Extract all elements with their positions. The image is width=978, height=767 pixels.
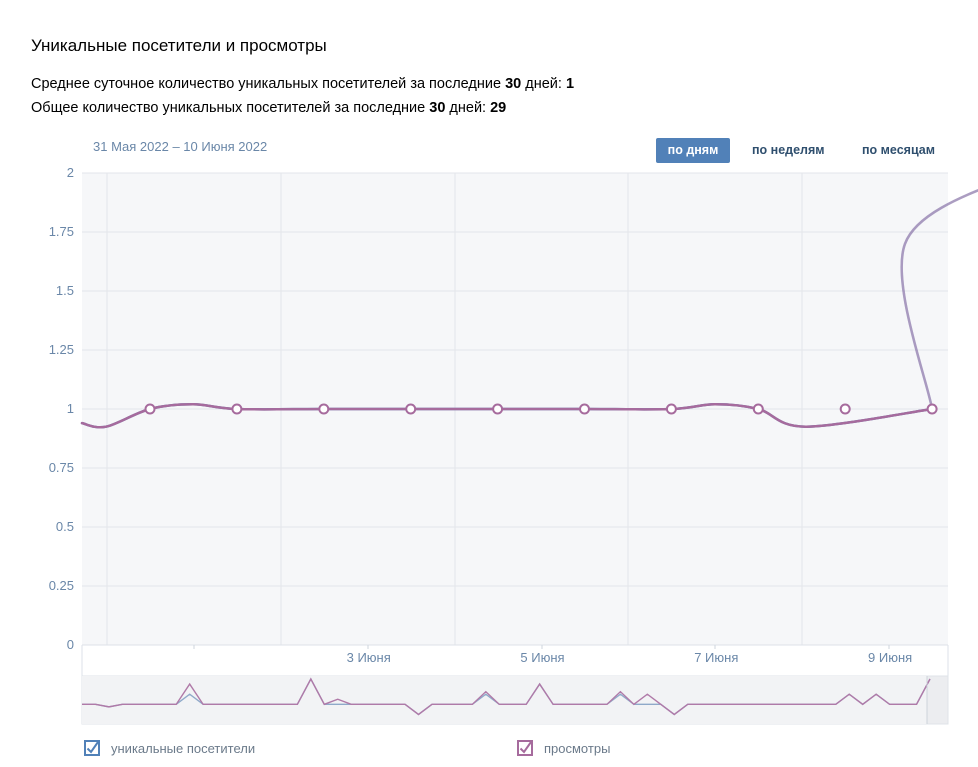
range-navigator[interactable] (81, 675, 949, 725)
y-axis: 0 0.25 0.5 0.75 1 1.25 1.5 1.75 2 (49, 165, 74, 652)
check-icon (519, 741, 532, 754)
total-unique-visitors: Общее количество уникальных посетителей … (31, 100, 507, 116)
y-tick-label: 0.5 (56, 519, 74, 534)
average-daily-visitors: Среднее суточное количество уникальных п… (31, 76, 575, 92)
period-months-button[interactable]: по месяцам (862, 143, 935, 157)
data-point (231, 403, 243, 415)
x-tick-label: 5 Июня (520, 650, 564, 665)
data-point (752, 403, 764, 415)
legend-visitors-label: уникальные посетители (111, 740, 256, 756)
y-tick-label: 0.75 (49, 460, 74, 475)
data-point (144, 403, 156, 415)
series-line-forecast-views (900, 189, 978, 410)
y-tick-label: 1 (67, 401, 74, 416)
y-tick-label: 0 (67, 637, 74, 652)
avg-visitors-value: 1 (565, 76, 575, 92)
data-point (665, 403, 677, 415)
x-tick-label: 7 Июня (694, 650, 738, 665)
y-tick-label: 1.75 (49, 224, 74, 239)
legend-visitors[interactable]: уникальные посетители (84, 739, 255, 757)
navigator-line-views (82, 677, 931, 716)
x-axis: 3 Июня 5 Июня 7 Июня 9 Июня (193, 645, 912, 665)
x-tick-label: 3 Июня (347, 650, 391, 665)
data-point (926, 403, 938, 415)
x-tick-label: 9 Июня (868, 650, 912, 665)
y-tick-label: 1.25 (49, 342, 74, 357)
x-axis-area (82, 645, 948, 676)
views-checkbox[interactable] (517, 740, 533, 756)
data-point (318, 403, 330, 415)
date-range: 31 Мая 2022 – 10 Июня 2022 (93, 139, 268, 154)
y-tick-label: 2 (67, 165, 74, 180)
visitors-checkbox[interactable] (84, 740, 100, 756)
period-weeks-button[interactable]: по неделям (752, 143, 825, 157)
series-line-forecast-visitors (900, 189, 978, 410)
avg-days-count: 30 (505, 76, 522, 92)
period-days-button[interactable]: по дням (656, 138, 730, 163)
check-icon (86, 741, 99, 754)
legend-views-label: просмотры (544, 740, 611, 756)
total-visitors-value: 29 (490, 100, 507, 116)
data-point (405, 403, 417, 415)
y-tick-label: 1.5 (56, 283, 74, 298)
total-days-count: 30 (429, 100, 446, 116)
data-point (839, 403, 851, 415)
navigator-selected-range[interactable] (82, 676, 927, 724)
data-point (579, 403, 590, 415)
chart-title: Уникальные посетители и просмотры (31, 36, 327, 55)
legend-views[interactable]: просмотры (517, 739, 610, 757)
y-tick-label: 0.25 (49, 578, 74, 593)
data-point (492, 403, 504, 415)
data-points (144, 403, 938, 415)
